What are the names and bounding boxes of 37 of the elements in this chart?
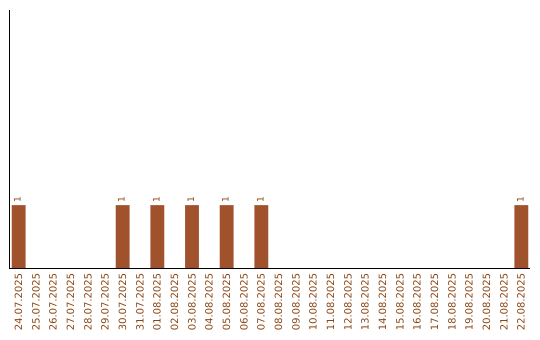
x-tick-label: 13.08.2025: [360, 273, 372, 330]
x-tick-label: 15.08.2025: [395, 273, 406, 330]
data-label: 1: [256, 196, 266, 202]
x-tick-label: 17.08.2025: [430, 273, 441, 330]
x-tick-label: 09.08.2025: [291, 273, 302, 330]
x-tick-label: 20.08.2025: [482, 273, 493, 330]
x-tick-label: 19.08.2025: [464, 273, 476, 330]
x-tick-label: 16.08.2025: [412, 273, 424, 330]
data-label: 1: [14, 196, 24, 202]
x-tick-label: 02.08.2025: [170, 273, 181, 330]
x-tick-label: 31.07.2025: [135, 273, 146, 330]
x-tick-label: 26.07.2025: [48, 273, 60, 330]
x-tick-label: 07.08.2025: [256, 273, 268, 330]
x-tick-label: 18.08.2025: [447, 273, 458, 330]
x-tick-label: 28.07.2025: [83, 273, 94, 330]
data-label: 1: [152, 196, 162, 202]
data-label: 1: [516, 196, 526, 202]
x-tick-label: 21.08.2025: [499, 273, 510, 330]
x-tick-label: 04.08.2025: [204, 273, 216, 330]
x-tick-label: 01.08.2025: [152, 273, 164, 330]
x-tick-label: 24.07.2025: [14, 273, 25, 330]
x-tick-label: 12.08.2025: [343, 273, 354, 330]
x-tick-label: 30.07.2025: [118, 273, 129, 330]
x-tick-label: 06.08.2025: [239, 273, 250, 330]
data-label: 1: [187, 196, 197, 202]
x-tick-label: 14.08.2025: [378, 273, 389, 330]
x-tick-label: 11.08.2025: [326, 273, 337, 330]
x-tick-label: 08.08.2025: [274, 273, 285, 330]
x-tick-label: 10.08.2025: [308, 273, 320, 330]
x-tick-label: 05.08.2025: [222, 273, 233, 330]
data-label: 1: [118, 196, 128, 202]
x-tick-label: 27.07.2025: [66, 273, 77, 330]
data-label: 1: [222, 196, 232, 202]
x-tick-label: 03.08.2025: [187, 273, 198, 330]
x-tick-label: 29.07.2025: [100, 273, 112, 330]
x-tick-label: 22.08.2025: [516, 273, 528, 330]
x-tick-label: 25.07.2025: [31, 273, 42, 330]
